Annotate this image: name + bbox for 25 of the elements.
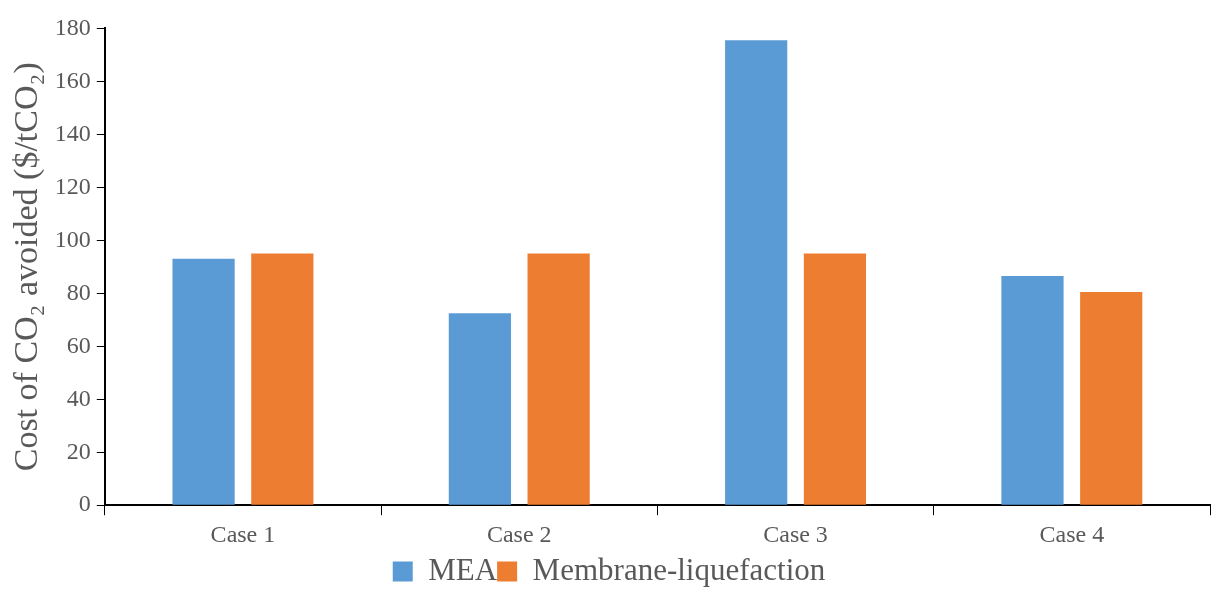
y-tick-label: 180 [54,13,91,40]
bar [725,40,788,505]
bar [251,253,314,505]
y-tick-label: 80 [66,278,91,305]
y-tick-label: 140 [54,119,91,146]
y-axis-title: Cost of CO₂ avoided ($/tCO₂) [7,62,46,472]
y-tick-label: 160 [54,66,91,93]
bar [448,313,511,505]
y-tick-label: 60 [66,331,91,358]
x-tick-label: Case 2 [486,520,552,547]
bar [172,258,235,505]
bar [1080,291,1143,505]
legend-label: Membrane-liquefaction [532,551,826,587]
y-tick-label: 20 [66,437,91,464]
y-tick-label: 40 [66,384,91,411]
bar [527,253,590,505]
y-tick-label: 100 [54,225,91,252]
x-tick-label: Case 4 [1039,520,1105,547]
x-tick-label: Case 1 [210,520,276,547]
legend-label: MEA [428,551,498,587]
bar [1001,276,1064,505]
y-tick-label: 120 [54,172,91,199]
bar [803,253,867,505]
y-tick-label: 0 [78,490,91,517]
x-tick-label: Case 3 [763,520,828,547]
